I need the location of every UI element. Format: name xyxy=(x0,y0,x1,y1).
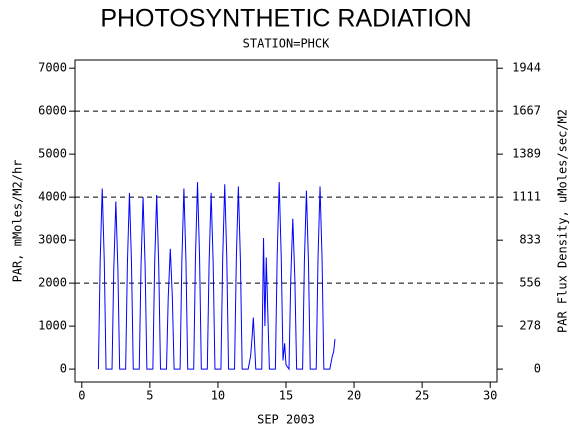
y-axis-label: PAR, mMoles/M2/hr xyxy=(11,160,25,283)
y-tick-label: 5000 xyxy=(38,147,67,161)
x-tick-label: 25 xyxy=(415,389,429,403)
y2-tick-label: 1667 xyxy=(512,104,541,118)
data-line xyxy=(97,182,336,371)
x-tick-label: 10 xyxy=(211,389,225,403)
y2-tick-label: 833 xyxy=(519,233,541,247)
plot-frame xyxy=(74,59,498,383)
y-tick-label: 2000 xyxy=(38,276,67,290)
y2-axis-label: PAR Flux Density, uMoles/sec/M2 xyxy=(556,109,570,333)
x-tick-label: 15 xyxy=(279,389,293,403)
x-tick-label: 0 xyxy=(78,389,85,403)
y2-tick-label: 556 xyxy=(519,276,541,290)
y-tick-label: 6000 xyxy=(38,104,67,118)
x-tick-label: 5 xyxy=(146,389,153,403)
x-axis-label: SEP 2003 xyxy=(257,413,315,427)
chart-title: PHOTOSYNTHETIC RADIATION xyxy=(100,5,471,33)
y-tick-label: 3000 xyxy=(38,233,67,247)
chart-subtitle: STATION=PHCK xyxy=(243,37,330,51)
x-tick-label: 30 xyxy=(483,389,497,403)
y-tick-label: 4000 xyxy=(38,190,67,204)
y2-tick-label: 0 xyxy=(534,362,541,376)
y2-tick-label: 1944 xyxy=(512,61,541,75)
y2-tick-label: 278 xyxy=(519,319,541,333)
y2-tick-label: 1389 xyxy=(512,147,541,161)
y-tick-label: 1000 xyxy=(38,319,67,333)
y-tick-label: 7000 xyxy=(38,61,67,75)
y2-tick-label: 1111 xyxy=(512,190,541,204)
x-tick-label: 20 xyxy=(347,389,361,403)
y-tick-label: 0 xyxy=(60,362,67,376)
